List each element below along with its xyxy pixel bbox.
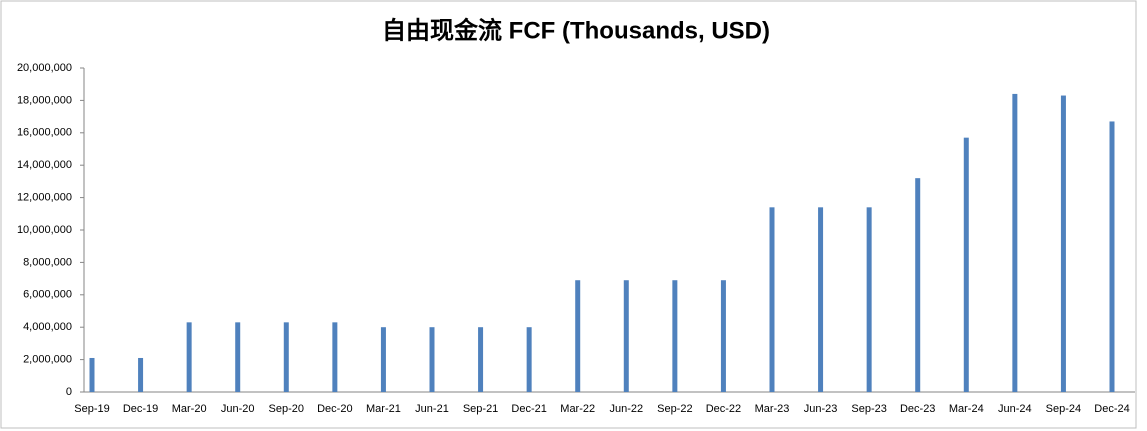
y-tick-label: 16,000,000 xyxy=(17,127,72,139)
chart-title: 自由现金流 FCF (Thousands, USD) xyxy=(382,16,770,44)
bar xyxy=(332,322,338,392)
y-tick-label: 4,000,000 xyxy=(23,321,72,333)
bar xyxy=(866,207,872,392)
y-tick-label: 2,000,000 xyxy=(23,354,72,366)
x-tick-label: Dec-21 xyxy=(511,403,546,415)
bar xyxy=(963,137,969,392)
bar xyxy=(1060,95,1066,392)
y-tick-label: 6,000,000 xyxy=(23,289,72,301)
x-tick-label: Dec-23 xyxy=(900,403,935,415)
y-tick-label: 12,000,000 xyxy=(17,192,72,204)
x-tick-label: Mar-21 xyxy=(366,403,401,415)
x-tick-label: Dec-20 xyxy=(317,403,352,415)
bar xyxy=(380,327,386,392)
bar xyxy=(720,280,726,392)
bar xyxy=(235,322,241,392)
x-tick-label: Dec-24 xyxy=(1094,403,1129,415)
x-tick-label: Sep-21 xyxy=(463,403,498,415)
x-tick-label: Jun-21 xyxy=(415,403,449,415)
y-tick-label: 10,000,000 xyxy=(17,224,72,236)
bar xyxy=(186,322,192,392)
bar xyxy=(526,327,532,392)
x-tick-label: Jun-20 xyxy=(221,403,255,415)
x-tick-label: Mar-20 xyxy=(172,403,207,415)
x-tick-label: Mar-23 xyxy=(755,403,790,415)
bar xyxy=(769,207,775,392)
y-tick-label: 14,000,000 xyxy=(17,159,72,171)
bar xyxy=(623,280,629,392)
y-tick-label: 0 xyxy=(66,386,72,398)
x-tick-label: Jun-24 xyxy=(998,403,1032,415)
bar xyxy=(89,357,95,392)
x-tick-label: Sep-24 xyxy=(1046,403,1081,415)
bar xyxy=(1109,121,1115,393)
bar xyxy=(429,327,435,392)
x-tick-label: Sep-23 xyxy=(851,403,886,415)
bar xyxy=(672,280,678,392)
bar xyxy=(138,357,144,392)
y-tick-label: 8,000,000 xyxy=(23,256,72,268)
bar xyxy=(915,178,921,392)
x-tick-label: Dec-19 xyxy=(123,403,158,415)
y-tick-label: 18,000,000 xyxy=(17,94,72,106)
bar xyxy=(1012,93,1018,393)
x-tick-label: Sep-19 xyxy=(74,403,109,415)
bar xyxy=(818,207,824,392)
x-tick-label: Jun-23 xyxy=(804,403,838,415)
x-tick-label: Mar-22 xyxy=(560,403,595,415)
bar xyxy=(478,327,484,392)
y-tick-label: 20,000,000 xyxy=(17,62,72,74)
x-tick-label: Mar-24 xyxy=(949,403,984,415)
bar xyxy=(283,322,289,392)
bar xyxy=(575,280,581,392)
x-tick-label: Jun-22 xyxy=(609,403,643,415)
x-tick-label: Sep-20 xyxy=(269,403,304,415)
x-tick-label: Sep-22 xyxy=(657,403,692,415)
x-tick-label: Dec-22 xyxy=(706,403,741,415)
